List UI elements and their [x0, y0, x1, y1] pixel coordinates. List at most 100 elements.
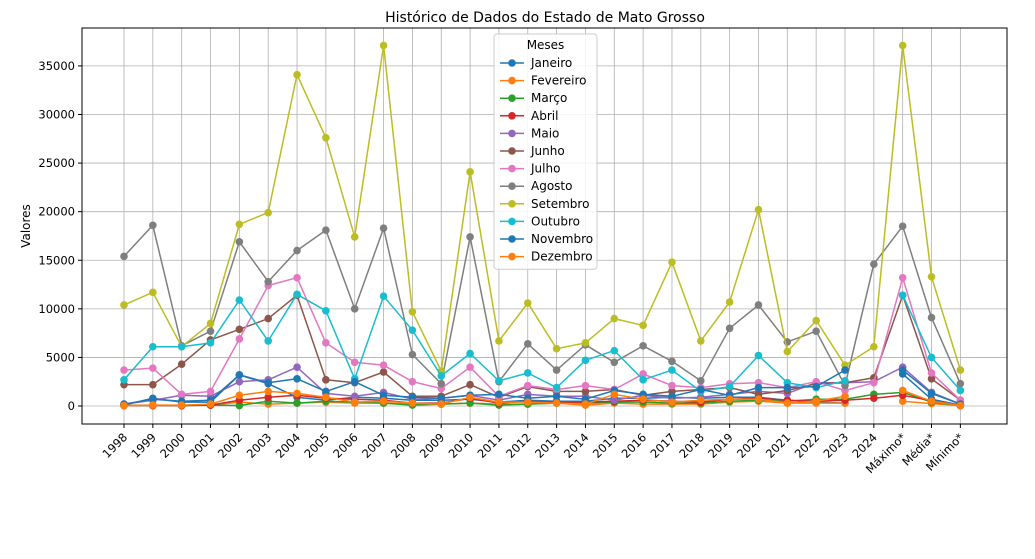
data-point	[639, 370, 647, 378]
legend-item: Outubro	[500, 214, 580, 228]
data-point	[668, 366, 676, 374]
data-point	[350, 305, 359, 313]
data-point	[927, 353, 936, 362]
data-point	[293, 399, 301, 407]
legend: Meses Janeiro Fevereiro Março Abril Maio Junho…	[493, 33, 598, 270]
data-point	[898, 397, 907, 405]
data-point	[206, 339, 215, 347]
x-tick-label: 2012	[503, 430, 534, 461]
data-point	[149, 221, 157, 230]
data-point	[264, 387, 273, 396]
legend-marker	[508, 112, 516, 120]
data-point	[552, 383, 561, 392]
data-point	[177, 360, 186, 369]
data-point	[783, 347, 792, 356]
data-point	[235, 377, 244, 386]
data-point	[264, 314, 273, 323]
data-point	[639, 341, 647, 350]
data-point	[322, 375, 330, 384]
data-point	[898, 41, 907, 50]
data-point	[870, 378, 878, 387]
legend-item: Junho	[500, 144, 565, 158]
data-point	[379, 397, 388, 405]
data-point	[293, 246, 301, 255]
data-point	[581, 381, 590, 390]
data-point	[379, 41, 388, 50]
data-point	[610, 390, 619, 399]
data-point	[697, 376, 705, 385]
data-point	[610, 346, 619, 355]
legend-marker	[508, 252, 516, 261]
data-point	[581, 339, 590, 347]
data-point	[235, 220, 244, 229]
data-point	[235, 391, 244, 400]
data-point	[552, 399, 561, 407]
data-point	[408, 399, 417, 407]
data-point	[523, 340, 532, 348]
legend-marker	[508, 59, 516, 67]
plot-frame	[81, 27, 1008, 425]
data-point	[523, 369, 532, 377]
data-point	[725, 395, 734, 404]
y-tick-label: 30000	[38, 107, 75, 121]
data-point	[466, 168, 474, 176]
data-point	[437, 400, 446, 408]
series-line	[123, 44, 962, 372]
legend-item: Dezembro	[500, 250, 593, 264]
data-point	[812, 382, 820, 391]
data-point	[120, 401, 128, 410]
legend-marker	[508, 76, 516, 85]
legend-label: Agosto	[531, 179, 572, 193]
data-point	[841, 392, 849, 401]
data-point	[322, 393, 330, 402]
x-tick-label: 2013	[532, 430, 563, 461]
data-point	[437, 379, 446, 388]
data-point	[495, 390, 503, 399]
data-point	[639, 395, 647, 404]
data-point	[149, 288, 157, 297]
x-tick-label: 2019	[705, 430, 736, 461]
x-tick-label: 2015	[590, 430, 621, 461]
data-point	[206, 400, 215, 408]
data-point	[783, 383, 792, 392]
legend-item: Janeiro	[500, 56, 572, 70]
data-point	[495, 337, 503, 345]
x-tick-label: 2023	[821, 430, 852, 461]
data-point	[149, 380, 157, 389]
x-tick-label: 2016	[619, 430, 650, 461]
data-point	[754, 301, 763, 309]
data-point	[466, 233, 474, 241]
series-group	[120, 41, 965, 410]
data-point	[264, 337, 273, 345]
y-axis-label: Valores	[19, 204, 33, 248]
data-point	[466, 393, 474, 402]
data-point	[379, 292, 388, 301]
data-point	[668, 357, 676, 366]
data-point	[408, 326, 417, 335]
data-point	[927, 369, 936, 377]
data-point	[322, 339, 330, 347]
data-point	[293, 363, 301, 371]
data-point	[725, 324, 734, 333]
data-point	[668, 258, 676, 266]
legend-label: Novembro	[531, 232, 593, 246]
legend-marker	[508, 147, 516, 155]
data-point	[812, 327, 820, 335]
legend-label: Julho	[530, 162, 560, 176]
legend-title: Meses	[527, 38, 565, 52]
data-point	[956, 386, 965, 395]
legend-item: Setembro	[500, 197, 589, 211]
legend-label: Fevereiro	[531, 74, 587, 88]
data-point	[927, 272, 936, 281]
data-point	[466, 380, 474, 389]
legend-marker	[508, 164, 516, 173]
data-point	[956, 401, 965, 410]
data-point	[581, 387, 590, 396]
data-point	[581, 356, 590, 365]
x-tick-label: 2006	[330, 430, 361, 461]
data-point	[177, 342, 186, 351]
data-point	[552, 366, 561, 374]
data-point	[408, 307, 417, 316]
x-tick-label: 2000	[157, 430, 188, 461]
x-tick-label: 2005	[301, 430, 332, 461]
